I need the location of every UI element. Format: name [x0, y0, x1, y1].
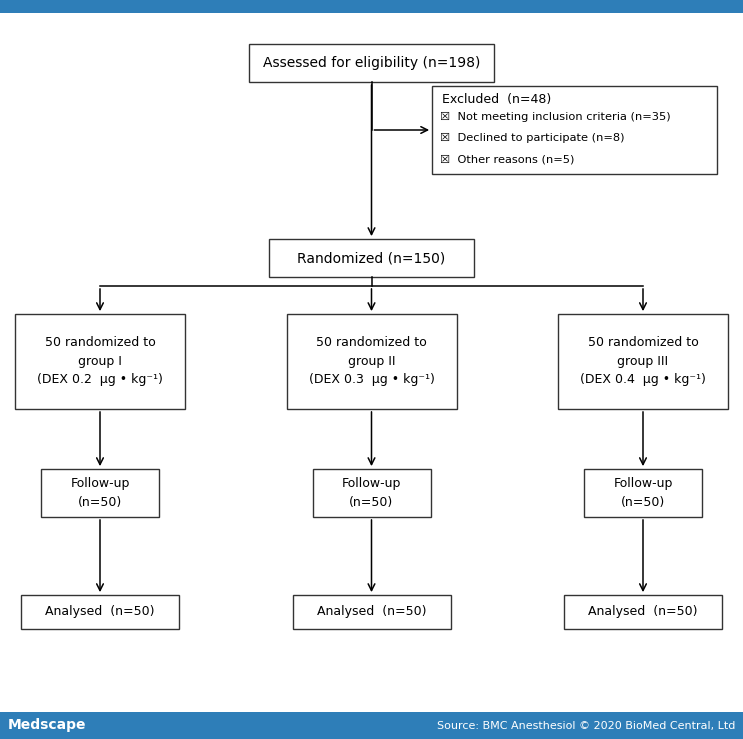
Text: Randomized (n=150): Randomized (n=150)	[297, 251, 446, 265]
FancyBboxPatch shape	[41, 469, 159, 517]
Text: Analysed  (n=50): Analysed (n=50)	[588, 605, 698, 619]
Text: Assessed for eligibility (n=198): Assessed for eligibility (n=198)	[263, 56, 480, 70]
Text: ☒  Not meeting inclusion criteria (n=35): ☒ Not meeting inclusion criteria (n=35)	[440, 112, 671, 122]
Text: Analysed  (n=50): Analysed (n=50)	[45, 605, 155, 619]
FancyBboxPatch shape	[313, 469, 430, 517]
Text: Follow-up
(n=50): Follow-up (n=50)	[613, 477, 672, 508]
Text: Analysed  (n=50): Analysed (n=50)	[317, 605, 426, 619]
Text: 50 randomized to
group I
(DEX 0.2  μg • kg⁻¹): 50 randomized to group I (DEX 0.2 μg • k…	[37, 336, 163, 386]
FancyBboxPatch shape	[293, 595, 450, 629]
Text: ☒  Other reasons (n=5): ☒ Other reasons (n=5)	[440, 154, 574, 164]
Text: Follow-up
(n=50): Follow-up (n=50)	[342, 477, 401, 508]
FancyBboxPatch shape	[584, 469, 702, 517]
FancyBboxPatch shape	[269, 239, 474, 277]
Text: ☒  Declined to participate (n=8): ☒ Declined to participate (n=8)	[440, 133, 625, 143]
Text: 50 randomized to
group III
(DEX 0.4  μg • kg⁻¹): 50 randomized to group III (DEX 0.4 μg •…	[580, 336, 706, 386]
Text: Excluded  (n=48): Excluded (n=48)	[442, 92, 551, 106]
Text: 50 randomized to
group II
(DEX 0.3  μg • kg⁻¹): 50 randomized to group II (DEX 0.3 μg • …	[308, 336, 435, 386]
FancyBboxPatch shape	[287, 314, 456, 409]
FancyBboxPatch shape	[0, 0, 743, 13]
Text: Medscape: Medscape	[8, 718, 86, 732]
FancyBboxPatch shape	[432, 86, 717, 174]
FancyBboxPatch shape	[0, 712, 743, 739]
FancyBboxPatch shape	[558, 314, 728, 409]
Text: Follow-up
(n=50): Follow-up (n=50)	[71, 477, 130, 508]
Text: Source: BMC Anesthesiol © 2020 BioMed Central, Ltd: Source: BMC Anesthesiol © 2020 BioMed Ce…	[437, 721, 735, 730]
FancyBboxPatch shape	[564, 595, 722, 629]
FancyBboxPatch shape	[21, 595, 179, 629]
FancyBboxPatch shape	[249, 44, 494, 82]
FancyBboxPatch shape	[15, 314, 185, 409]
